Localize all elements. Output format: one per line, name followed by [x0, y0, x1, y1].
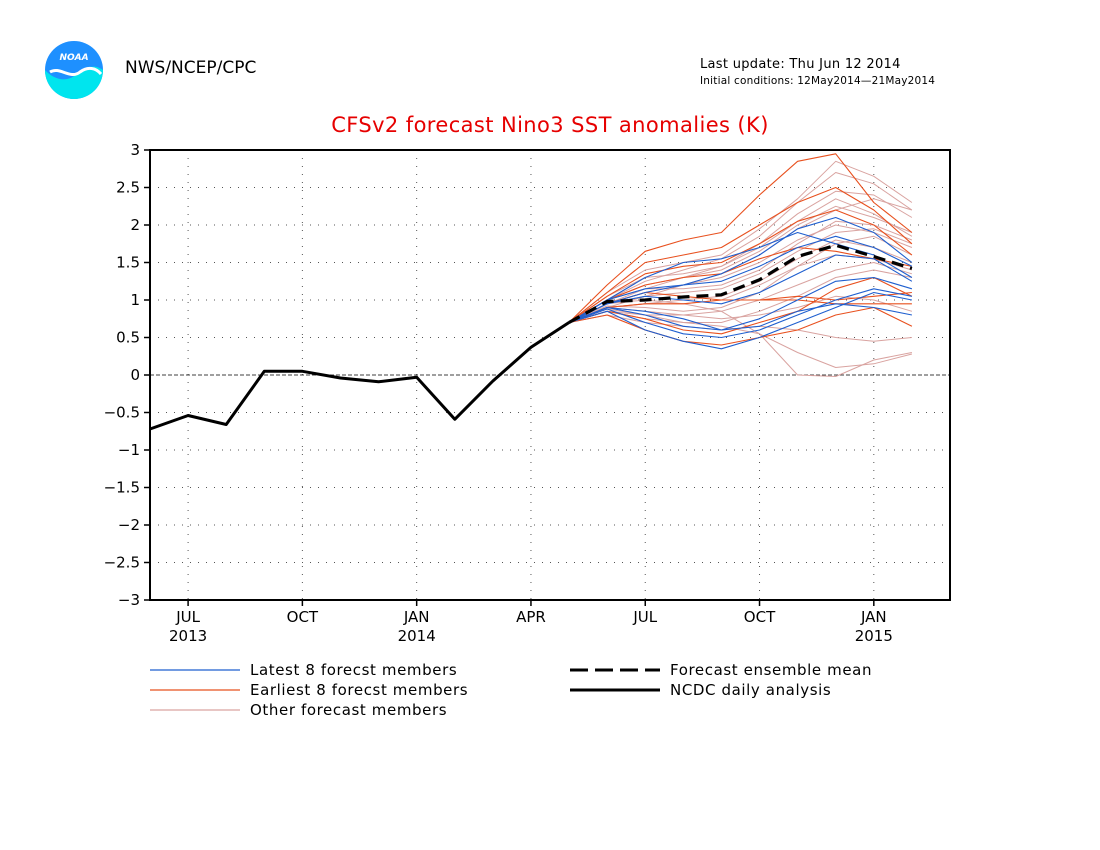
noaa-logo: NOAA — [45, 41, 103, 99]
x-tick-year-label: 2014 — [398, 627, 436, 645]
y-tick-label: −1.5 — [104, 479, 140, 497]
legend-label-latest: Latest 8 forecst members — [250, 661, 457, 679]
ncdc-analysis-line — [149, 321, 570, 431]
x-tick-label: OCT — [744, 608, 776, 626]
y-tick-label: 0.5 — [116, 329, 140, 347]
y-tick-label: 2 — [130, 216, 140, 234]
other-member-line — [568, 160, 913, 323]
latest-member-line — [568, 216, 913, 323]
y-tick-label: −1 — [118, 441, 140, 459]
legend-label-analysis: NCDC daily analysis — [670, 681, 831, 699]
earliest-member-line — [568, 186, 913, 323]
organization-label: NWS/NCEP/CPC — [125, 58, 257, 78]
y-tick-label: 1.5 — [116, 254, 140, 272]
earliest-member-line — [568, 306, 913, 346]
latest-member-line — [568, 291, 913, 350]
y-tick-label: −2.5 — [104, 554, 140, 572]
x-tick-year-label: 2013 — [169, 627, 207, 645]
x-tick-label: JAN — [860, 608, 887, 626]
x-tick-label: JUL — [632, 608, 657, 626]
x-tick-year-label: 2015 — [855, 627, 893, 645]
latest-member-line — [568, 288, 913, 339]
latest-member-line — [568, 235, 913, 323]
initial-conditions-text: Initial conditions: 12May2014—21May2014 — [700, 75, 936, 87]
y-tick-label: 0 — [130, 366, 140, 384]
latest-member-line — [568, 276, 913, 331]
legend-label-earliest: Earliest 8 forecst members — [250, 681, 468, 699]
series-lines — [149, 153, 913, 431]
x-tick-label: OCT — [287, 608, 319, 626]
x-tick-label: JUL — [175, 608, 200, 626]
latest-member-line — [568, 303, 913, 331]
earliest-member-line — [568, 153, 913, 323]
x-tick-label: JAN — [403, 608, 430, 626]
last-update-text: Last update: Thu Jun 12 2014 — [700, 57, 901, 72]
legend-label-mean: Forecast ensemble mean — [670, 661, 872, 679]
y-tick-label: −3 — [118, 591, 140, 609]
y-tick-label: 1 — [130, 291, 140, 309]
y-tick-label: 3 — [130, 141, 140, 159]
x-tick-label: APR — [516, 608, 546, 626]
chart-title: CFSv2 forecast Nino3 SST anomalies (K) — [331, 113, 769, 137]
y-axis: −3 −2.5 −2 −1.5 −1 −0.5 0 0.5 1 1.5 2 2.5 3 — [104, 141, 150, 609]
ensemble-mean-line — [568, 243, 913, 324]
other-member-line — [568, 198, 913, 323]
y-tick-label: −2 — [118, 516, 140, 534]
y-tick-label: −0.5 — [104, 404, 140, 422]
legend: Latest 8 forecst members Earliest 8 forec… — [150, 661, 872, 719]
other-member-line — [568, 308, 913, 368]
noaa-logo-text: NOAA — [59, 53, 88, 63]
y-tick-label: 2.5 — [116, 179, 140, 197]
earliest-member-line — [568, 246, 913, 323]
other-member-line — [568, 190, 913, 323]
other-member-line — [568, 262, 913, 323]
latest-member-line — [568, 231, 913, 323]
legend-label-other: Other forecast members — [250, 701, 447, 719]
